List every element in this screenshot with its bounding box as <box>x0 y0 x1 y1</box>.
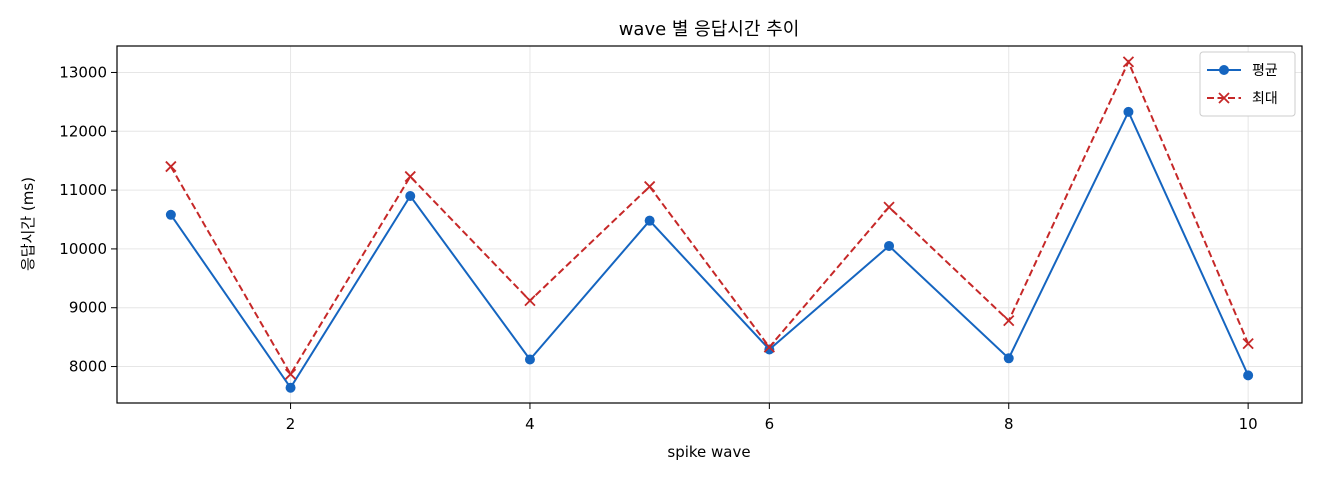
data-point <box>1243 370 1254 381</box>
series-1 <box>165 106 1254 393</box>
data-point <box>1123 106 1134 117</box>
legend-label: 최대 <box>1252 91 1278 107</box>
grid <box>117 46 1302 403</box>
data-point <box>764 344 775 355</box>
y-tick-label: 9000 <box>69 299 107 317</box>
y-tick-label: 12000 <box>59 122 107 140</box>
series-layer <box>165 56 1254 393</box>
y-tick-label: 13000 <box>59 63 107 81</box>
data-point <box>1003 353 1014 364</box>
legend-box <box>1199 51 1296 117</box>
legend-label: 평균 <box>1252 63 1278 79</box>
data-point <box>644 180 656 193</box>
series-line <box>170 109 1250 390</box>
x-tick-label: 6 <box>765 415 775 433</box>
data-point <box>524 295 536 307</box>
legend-item: 평균 <box>1207 63 1278 79</box>
legend-marker <box>1218 92 1230 104</box>
data-point <box>763 341 775 353</box>
data-point <box>284 368 297 380</box>
data-point <box>165 160 177 173</box>
legend-item: 최대 <box>1207 91 1278 107</box>
data-point <box>165 209 176 220</box>
series-line <box>169 59 1250 377</box>
x-tick-label: 4 <box>525 415 535 433</box>
x-tick-label: 2 <box>286 415 296 433</box>
x-axis-label: spike wave <box>667 443 750 461</box>
chart-title: wave 별 응답시간 추이 <box>619 19 800 40</box>
data-point <box>884 240 895 251</box>
plot-frame <box>116 45 1303 404</box>
legend-marker <box>1219 65 1229 75</box>
data-point <box>405 190 416 201</box>
data-point <box>883 201 895 213</box>
data-point <box>644 215 655 226</box>
data-point <box>1122 56 1135 68</box>
data-point <box>524 354 535 365</box>
data-point <box>285 382 296 393</box>
x-tick-label: 8 <box>1004 415 1014 433</box>
y-tick-label: 8000 <box>69 358 107 376</box>
data-point <box>1242 337 1254 350</box>
y-axis-label: 응답시간 (ms) <box>19 177 37 271</box>
data-point <box>404 170 416 183</box>
x-tick-label: 10 <box>1239 415 1258 433</box>
data-point <box>1003 315 1015 327</box>
y-tick-label: 10000 <box>59 240 107 258</box>
series-2 <box>165 56 1254 380</box>
y-axis-ticks: 8000 9000 10000 11000 12000 13000 <box>59 63 117 376</box>
x-axis-ticks: 2 4 6 8 10 <box>286 403 1258 433</box>
y-tick-label: 11000 <box>59 181 107 199</box>
